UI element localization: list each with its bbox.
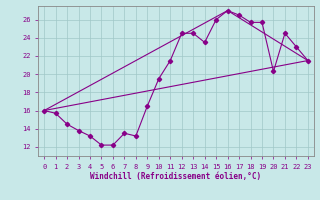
X-axis label: Windchill (Refroidissement éolien,°C): Windchill (Refroidissement éolien,°C): [91, 172, 261, 181]
